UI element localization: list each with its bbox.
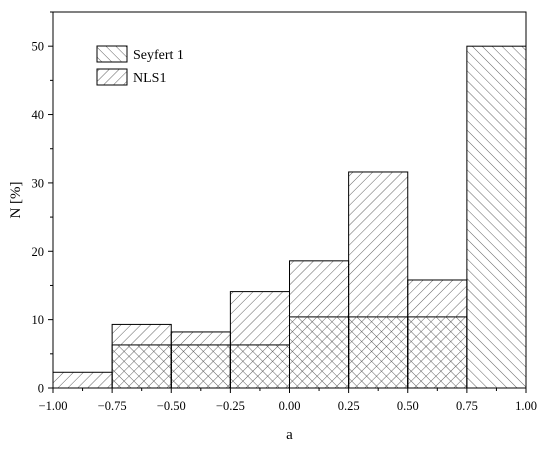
x-tick-label: −0.25 xyxy=(216,399,245,413)
bar-nls1-0 xyxy=(52,371,113,389)
bar-nls1-6 xyxy=(407,279,468,389)
x-tick-label: 0.00 xyxy=(279,399,301,413)
x-tick-label: 0.75 xyxy=(456,399,478,413)
x-axis-label: a xyxy=(286,427,293,443)
legend: Seyfert 1 NLS1 xyxy=(96,45,184,86)
bar-nls1-1 xyxy=(111,323,172,389)
x-tick-label: 1.00 xyxy=(515,399,537,413)
legend-swatch-seyfert1 xyxy=(96,45,128,63)
y-tick-label: 40 xyxy=(32,108,45,122)
bar-nls1-5 xyxy=(348,171,409,389)
legend-swatch-nls1 xyxy=(96,68,128,86)
y-tick-label: 10 xyxy=(32,313,45,327)
x-tick-label: 0.50 xyxy=(397,399,419,413)
bar-nls1-4 xyxy=(289,260,350,389)
y-tick-label: 50 xyxy=(32,40,45,54)
y-axis-label: N [%] xyxy=(8,181,24,218)
y-tick-label: 30 xyxy=(32,176,45,190)
x-tick-label: −0.75 xyxy=(98,399,127,413)
bar-nls1-2 xyxy=(170,331,231,389)
y-tick-label: 20 xyxy=(32,245,45,259)
bars-group xyxy=(52,45,527,389)
x-tick-label: −1.00 xyxy=(39,399,68,413)
bar-nls1-3 xyxy=(229,291,290,389)
ticks-group: −1.00 −0.75 −0.50 −0.25 0.00 0.25 0.50 0.75 1.00… xyxy=(32,11,537,413)
bar-seyfert1-7 xyxy=(466,45,527,389)
x-tick-label: −0.50 xyxy=(157,399,186,413)
legend-label-seyfert1: Seyfert 1 xyxy=(133,48,184,63)
x-tick-label: 0.25 xyxy=(338,399,360,413)
legend-label-nls1: NLS1 xyxy=(133,71,166,86)
y-tick-label: 0 xyxy=(38,382,44,396)
